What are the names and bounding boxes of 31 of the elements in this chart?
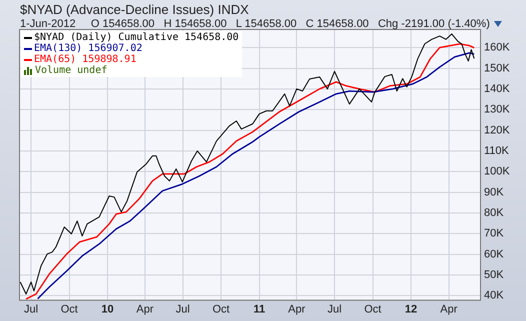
x-tick-label: 10 (101, 303, 114, 316)
x-tick-label: Apr (288, 303, 306, 316)
x-tick-label: 11 (253, 303, 266, 316)
y-tick-label: 150K (484, 62, 510, 74)
x-tick-label: Oct (60, 303, 78, 316)
x-tick-label: Apr (136, 303, 154, 316)
legend-label: EMA(130) 156907.02 (34, 43, 142, 54)
legend-label: $NYAD (Daily) Cumulative 154658.00 (34, 32, 239, 43)
legend-label: EMA(65) 159898.91 (34, 54, 136, 65)
y-tick-label: 50K (484, 269, 504, 282)
y-tick-label: 160K (484, 42, 510, 54)
x-tick-label: Jul (24, 303, 38, 316)
y-tick-label: 70K (484, 228, 504, 240)
x-tick-label: Jul (327, 303, 342, 316)
y-tick-label: 60K (484, 248, 504, 260)
y-tick-label: 130K (484, 104, 510, 116)
x-tick-label: Oct (212, 303, 230, 316)
y-tick-label: 90K (484, 186, 504, 198)
y-tick-label: 80K (484, 207, 504, 220)
x-tick-label: Oct (364, 303, 382, 316)
x-tick-label: 12 (404, 303, 418, 316)
y-tick-label: 40K (484, 290, 504, 302)
x-tick-label: Jul (176, 303, 190, 316)
y-tick-label: 120K (484, 124, 510, 136)
annotation: Volume undef (35, 65, 108, 76)
y-tick-label: 140K (484, 82, 510, 95)
y-tick-label: 110K (484, 144, 510, 157)
chart-title: $NYAD (Advance-Decline Issues) INDX (20, 2, 249, 17)
x-tick-label: Apr (440, 303, 458, 316)
y-tick-label: 100K (484, 166, 510, 178)
chart-subtitle: 1-Jun-2012 O 154658.00 H 154658.00 L 154658.00 C 154658.00 Chg -2191.00 (-1.40%) (20, 18, 490, 30)
